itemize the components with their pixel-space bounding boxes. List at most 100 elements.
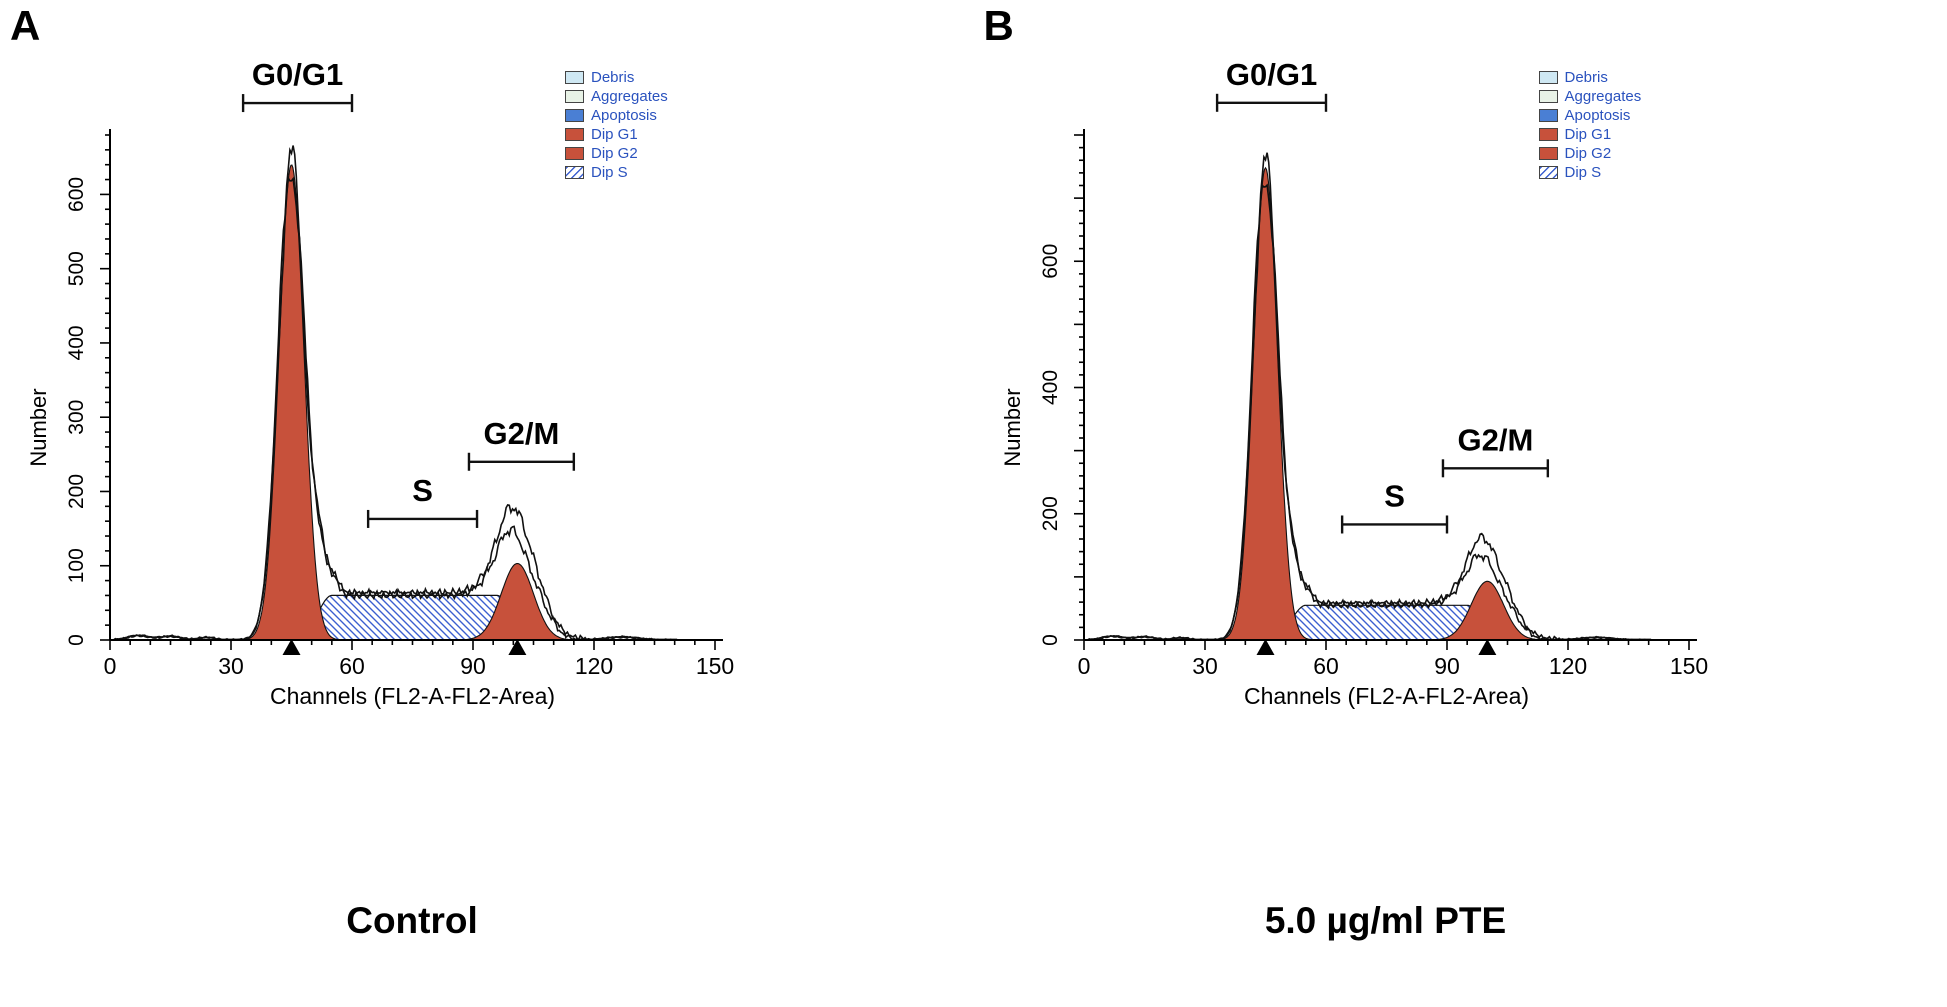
x-tick-label: 120 [1548,653,1586,679]
raw-trace-1 [1087,152,1651,641]
y-tick-label: 0 [65,634,88,646]
annotation-label-g2-m: G2/M [1457,422,1533,457]
annotation-s [1340,515,1448,534]
annotation-label-g0-g1: G0/G1 [252,57,343,92]
legend-label: Dip G1 [591,126,638,143]
axes [109,129,723,641]
peak-marker-triangle [508,639,527,655]
axes [1082,129,1697,641]
raw-trace-2 [113,175,678,641]
legend-item-aggregates: Aggregates [565,89,668,104]
x-tick-label: 60 [1313,653,1339,679]
peak-marker-triangle [282,639,301,655]
legend-item-dip-s: Dip S [565,165,668,180]
legend-item-dip-g1: Dip G1 [565,127,668,142]
annotation-label-g2-m: G2/M [484,416,560,451]
y-tick-label: 200 [65,474,88,509]
legend-label: Apoptosis [1564,107,1631,124]
x-tick-label: 30 [218,653,244,679]
dip-g1-area [240,164,343,641]
legend-item-dip-g2: Dip G2 [565,146,668,161]
legend-item-apoptosis: Apoptosis [565,108,668,123]
legend-item-debris: Debris [565,70,668,85]
legend-swatch-apoptosis [1538,109,1558,122]
legend-a: Debris Aggregates Apoptosis Dip G1 Dip G2 Dip… [565,70,668,180]
panel-label-b: B [983,2,1014,49]
chart-control: 0 30 60 90 120 150 0 100 200 300 400 500 600 Channels… [26,57,734,709]
x-axis-title: Channels (FL2-A-FL2-Area) [270,683,555,709]
panel-label-a: A [10,2,41,49]
y-tick-label: 400 [65,325,88,360]
legend-swatch-debris [565,71,584,84]
y-tick-label: 600 [65,177,88,212]
y-tick-label: 300 [65,400,88,435]
y-ticks [100,134,110,641]
x-axis-title: Channels (FL2-A-FL2-Area) [1243,683,1528,709]
dip-g2-area [1428,580,1546,641]
legend-label: Debris [1564,69,1608,86]
peak-marker-triangle [1477,639,1496,655]
legend-b: Debris Aggregates Apoptosis Dip G1 Dip G2 Dip… [1538,69,1642,181]
y-ticks [1073,134,1084,641]
legend-label: Apoptosis [591,107,657,124]
raw-trace-1 [114,145,678,641]
dip-g2-area [458,562,576,641]
x-ticks [109,640,716,650]
legend-swatch-debris [1538,71,1558,84]
dip-g1-area [1216,166,1314,641]
legend-item-dip-g1: Dip G1 [1538,127,1642,142]
legend-swatch-aggregates [1538,90,1558,103]
legend-item-debris: Debris [1538,69,1642,86]
annotation-g0-g1 [241,94,354,113]
y-axis-title: Number [26,388,51,466]
legend-swatch-dip-g1 [1538,128,1558,141]
x-tick-label: 90 [1434,653,1460,679]
panel-a: A 0 30 60 90 120 150 0 100 200 300 400 500 600 Channe… [10,2,734,941]
y-tick-label: 500 [65,251,88,286]
annotation-g2-m [467,452,576,471]
legend-label: Dip G2 [591,145,638,162]
y-tick-label: 200 [1039,496,1062,531]
legend-label: Dip G2 [1564,145,1612,162]
y-tick-label: 100 [65,548,88,583]
annotation-label-s: S [1384,478,1405,513]
x-ticks [1082,640,1690,650]
x-tick-label: 0 [1077,653,1090,679]
x-tick-label: 150 [696,653,734,679]
x-tick-label: 0 [104,653,117,679]
legend-swatch-dip-s [1538,166,1558,179]
x-tick-label: 90 [460,653,486,679]
caption-control: Control [346,900,478,941]
y-tick-label: 600 [1039,244,1062,279]
legend-item-apoptosis: Apoptosis [1538,107,1642,124]
y-tick-label: 0 [1039,634,1062,646]
legend-swatch-dip-s [565,166,584,179]
legend-label: Dip S [1564,164,1602,181]
chart-treated: 0 30 60 90 120 150 0 200 400 600 Channels (FL2-A-F… [1000,57,1708,709]
annotation-g2-m [1441,459,1549,478]
peak-marker-triangle [1256,639,1274,655]
annotation-label-g0-g1: G0/G1 [1225,57,1316,92]
legend-swatch-aggregates [565,90,584,103]
y-tick-label: 400 [1039,370,1062,405]
y-axis-title: Number [1000,388,1025,466]
legend-swatch-apoptosis [565,109,584,122]
legend-swatch-dip-g2 [565,147,584,160]
caption-treated: 5.0 µg/ml PTE [1264,900,1507,941]
x-tick-label: 150 [1669,653,1707,679]
x-tick-label: 60 [339,653,365,679]
legend-label: Aggregates [1564,88,1642,105]
legend-item-dip-s: Dip S [1538,164,1642,181]
panel-b: B 0 30 60 90 120 150 0 200 400 600 Channels (FL2-A… [974,0,1947,1007]
annotation-s [366,509,479,528]
annotation-label-s: S [412,473,433,508]
legend-label: Dip S [591,164,628,181]
legend-label: Aggregates [591,88,668,105]
annotation-g0-g1 [1215,93,1327,112]
legend-swatch-dip-g1 [565,128,584,141]
raw-trace-2 [1087,183,1651,641]
legend-label: Debris [591,69,635,86]
x-tick-label: 30 [1192,653,1218,679]
legend-item-dip-g2: Dip G2 [1538,145,1642,162]
